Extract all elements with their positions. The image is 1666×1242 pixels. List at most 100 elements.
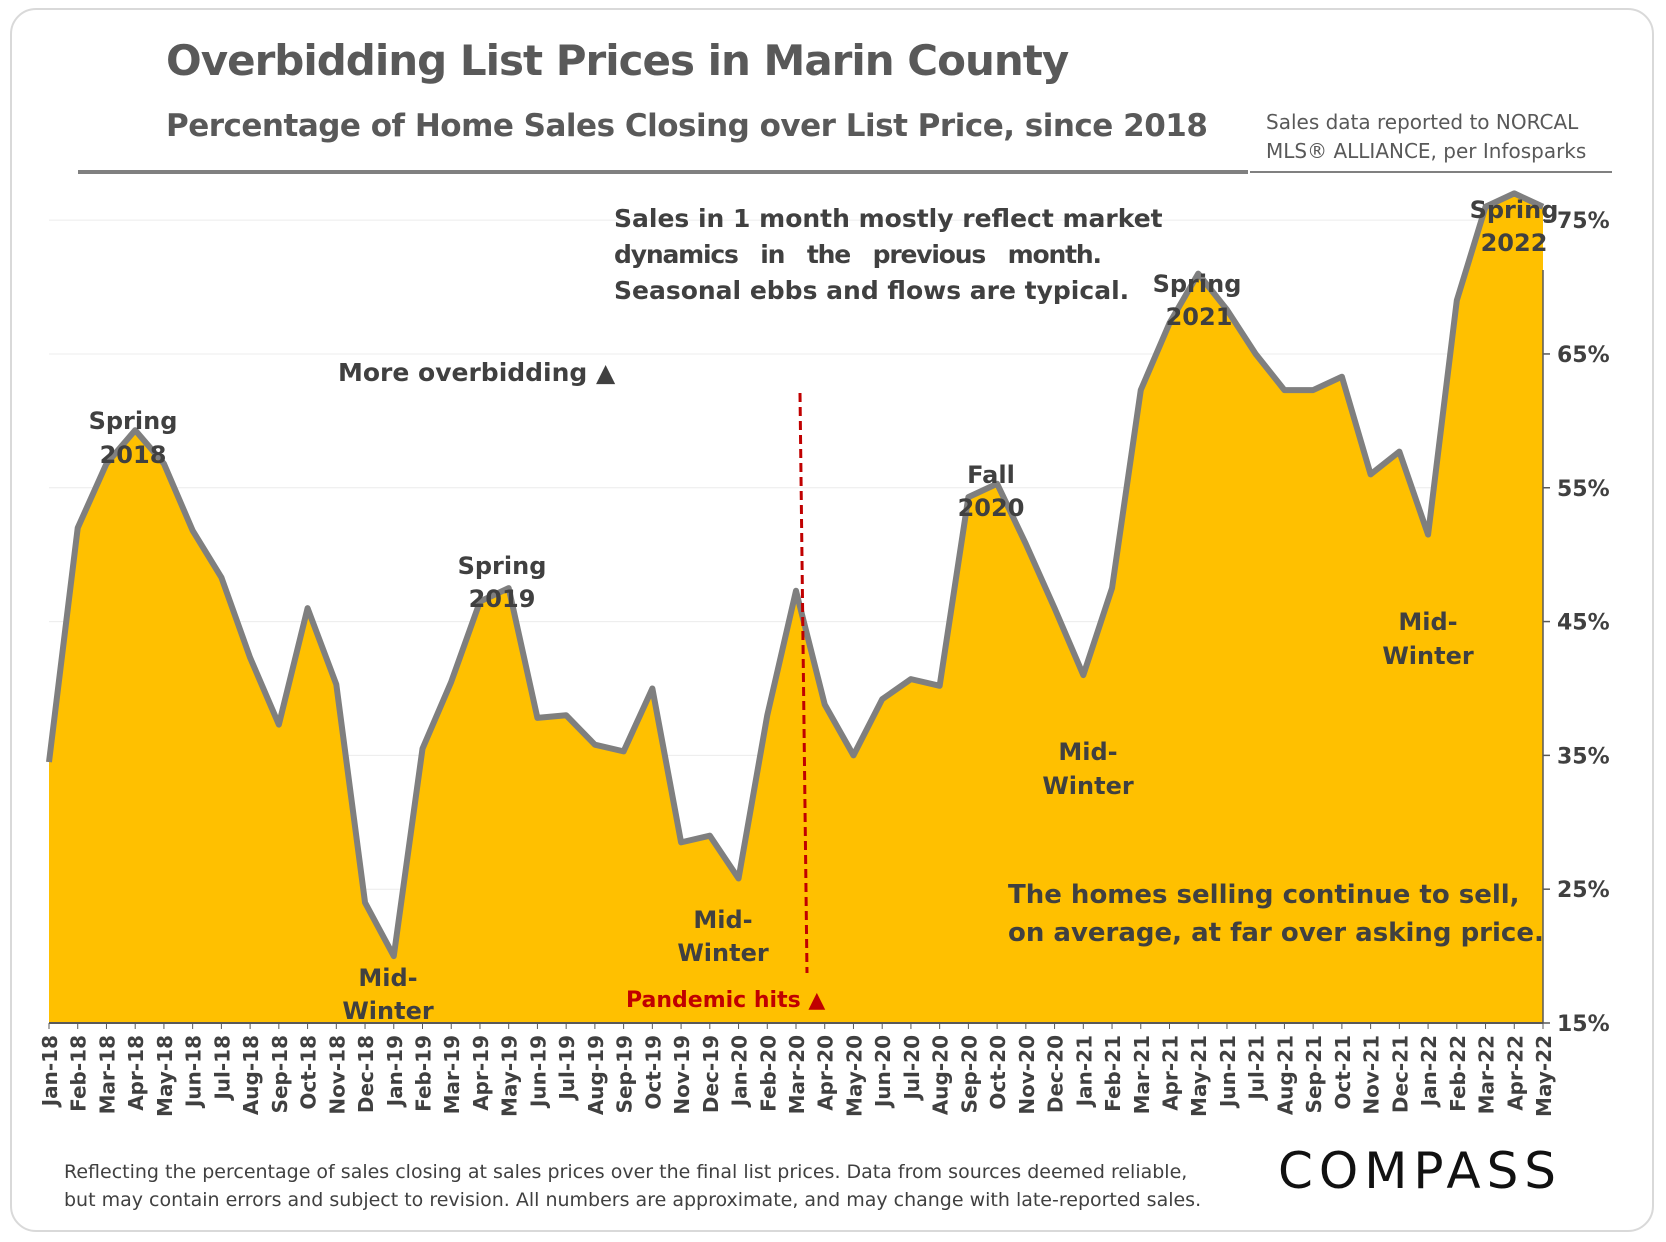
y-tick-label: 65% — [1557, 343, 1610, 368]
x-tick-label: Feb-22 — [1446, 1035, 1470, 1112]
label-spring-2022: Spring 2022 — [1470, 196, 1559, 257]
x-tick-label: Sep-20 — [957, 1035, 981, 1113]
note-line-2: dynamics in the previous month. — [614, 240, 1102, 269]
note-line-1: Sales in 1 month mostly reflect market — [614, 204, 1163, 233]
label-fall-2020: Fall 2020 — [958, 461, 1025, 522]
label-midwinter-2022: Mid- Winter — [1382, 608, 1474, 670]
x-tick-label: Feb-20 — [756, 1035, 780, 1112]
label-midwinter-2020-line-1: Mid- — [693, 906, 752, 934]
label-spring-2019: Spring 2019 — [458, 552, 547, 613]
x-tick-label: Nov-20 — [1015, 1035, 1039, 1115]
label-midwinter-2021: Mid- Winter — [1042, 738, 1134, 800]
more-overbidding-label: More overbidding ▲ — [338, 358, 616, 387]
x-tick-label: Nov-19 — [670, 1035, 694, 1115]
x-tick-label: Mar-19 — [440, 1035, 464, 1114]
label-midwinter-2021-line-1: Mid- — [1058, 738, 1117, 766]
label-midwinter-2020: Mid- Winter — [677, 906, 769, 967]
x-tick-label: May-22 — [1532, 1035, 1556, 1117]
x-tick-label: Mar-20 — [785, 1035, 809, 1114]
conclusion-line-1: The homes selling continue to sell, — [1008, 880, 1520, 910]
x-tick-label: Nov-21 — [1360, 1035, 1384, 1115]
label-spring-2022-line-1: Spring — [1470, 196, 1559, 224]
x-tick-label: May-21 — [1187, 1035, 1211, 1117]
x-tick-label: Sep-19 — [613, 1035, 637, 1113]
chart-subtitle: Percentage of Home Sales Closing over Li… — [166, 108, 1208, 144]
x-tick-label: Jun-21 — [1216, 1035, 1240, 1109]
x-tick-label: May-20 — [842, 1035, 866, 1117]
x-tick-label: Jan-20 — [728, 1035, 752, 1108]
label-midwinter-2022-line-2: Winter — [1382, 642, 1474, 670]
area-series — [49, 193, 1543, 1023]
source-divider — [1250, 171, 1612, 173]
x-tick-label: Dec-18 — [354, 1035, 378, 1113]
x-tick-label: Apr-20 — [814, 1035, 838, 1111]
label-midwinter-2019: Mid- Winter — [342, 964, 434, 1025]
label-spring-2018: Spring 2018 — [89, 407, 178, 469]
x-tick-label: Sep-21 — [1302, 1035, 1326, 1113]
x-axis-ticks: Jan-18 Feb-18 Mar-18 Apr-18 May-18 Jun-18 Jul-… — [38, 1023, 1556, 1117]
x-tick-label: Jul-19 — [555, 1035, 579, 1102]
x-tick-label: Aug-21 — [1273, 1035, 1297, 1115]
note-line-3: Seasonal ebbs and flows are typical. — [614, 276, 1129, 305]
x-tick-label: Sep-18 — [268, 1035, 292, 1113]
compass-logo: COMPASS — [1278, 1142, 1563, 1200]
label-spring-2019-line-2: 2019 — [469, 585, 536, 613]
x-tick-label: Oct-21 — [1331, 1035, 1355, 1110]
x-tick-label: Aug-18 — [239, 1035, 263, 1115]
footnote: Reflecting the percentage of sales closi… — [64, 1158, 1244, 1214]
footnote-line-1: Reflecting the percentage of sales closi… — [64, 1161, 1188, 1183]
x-tick-label: Dec-21 — [1388, 1035, 1412, 1113]
x-tick-label: Jan-21 — [1072, 1035, 1096, 1108]
x-tick-label: Apr-22 — [1503, 1035, 1527, 1111]
x-tick-label: Dec-20 — [1044, 1035, 1068, 1113]
x-tick-label: Jul-20 — [900, 1035, 924, 1102]
x-tick-label: Jul-21 — [1245, 1035, 1269, 1102]
x-tick-label: May-18 — [153, 1035, 177, 1117]
y-tick-label: 25% — [1557, 878, 1610, 903]
x-tick-label: Mar-21 — [1130, 1035, 1154, 1114]
x-tick-label: Oct-18 — [297, 1035, 321, 1110]
chart-title: Overbidding List Prices in Marin County — [166, 36, 1069, 85]
x-tick-label: Aug-19 — [584, 1035, 608, 1115]
y-tick-label: 75% — [1557, 209, 1610, 234]
label-spring-2022-line-2: 2022 — [1481, 229, 1548, 257]
x-tick-label: May-19 — [498, 1035, 522, 1117]
x-tick-label: Oct-19 — [641, 1035, 665, 1110]
chart-svg: 15% 25% 35% 45% 55% 65% 75% Jan-18 Feb-18 Mar-18… — [38, 190, 1610, 1117]
label-spring-2018-line-2: 2018 — [100, 441, 167, 469]
label-midwinter-2019-line-2: Winter — [342, 997, 434, 1025]
pandemic-marker-line — [798, 392, 809, 974]
footnote-line-2: but may contain errors and subject to re… — [64, 1189, 1202, 1211]
source-line-2: MLS® ALLIANCE, per Infosparks — [1266, 139, 1587, 163]
conclusion-line-2: on average, at far over asking price. — [1008, 918, 1544, 948]
y-tick-label: 45% — [1557, 611, 1610, 636]
label-midwinter-2019-line-1: Mid- — [358, 964, 417, 992]
x-tick-label: Aug-20 — [929, 1035, 953, 1115]
x-tick-label: Feb-21 — [1101, 1035, 1125, 1112]
label-spring-2021-line-2: 2021 — [1166, 303, 1233, 331]
x-tick-label: Apr-19 — [469, 1035, 493, 1111]
label-spring-2019-line-1: Spring — [458, 552, 547, 580]
x-tick-label: Jan-18 — [38, 1035, 62, 1108]
x-tick-label: Mar-22 — [1475, 1035, 1499, 1114]
x-tick-label: Nov-18 — [325, 1035, 349, 1115]
x-tick-label: Dec-19 — [699, 1035, 723, 1113]
x-tick-label: Feb-19 — [412, 1035, 436, 1112]
label-fall-2020-line-2: 2020 — [958, 494, 1025, 522]
x-tick-label: Jun-20 — [871, 1035, 895, 1109]
x-tick-label: Jun-18 — [182, 1035, 206, 1109]
label-spring-2018-line-1: Spring — [89, 407, 178, 435]
label-midwinter-2021-line-2: Winter — [1042, 772, 1134, 800]
x-tick-label: Apr-18 — [124, 1035, 148, 1111]
y-tick-label: 15% — [1557, 1012, 1610, 1037]
label-spring-2021: Spring 2021 — [1153, 270, 1242, 331]
y-tick-label: 35% — [1557, 744, 1610, 769]
x-tick-label: Apr-21 — [1159, 1035, 1183, 1111]
x-tick-label: Feb-18 — [67, 1035, 91, 1112]
source-note: Sales data reported to NORCAL MLS® ALLIA… — [1266, 108, 1606, 166]
label-midwinter-2020-line-2: Winter — [677, 939, 769, 967]
x-tick-label: Jun-19 — [526, 1035, 550, 1109]
x-tick-label: Jan-19 — [383, 1035, 407, 1108]
label-spring-2021-line-1: Spring — [1153, 270, 1242, 298]
x-tick-label: Jul-18 — [210, 1035, 234, 1102]
